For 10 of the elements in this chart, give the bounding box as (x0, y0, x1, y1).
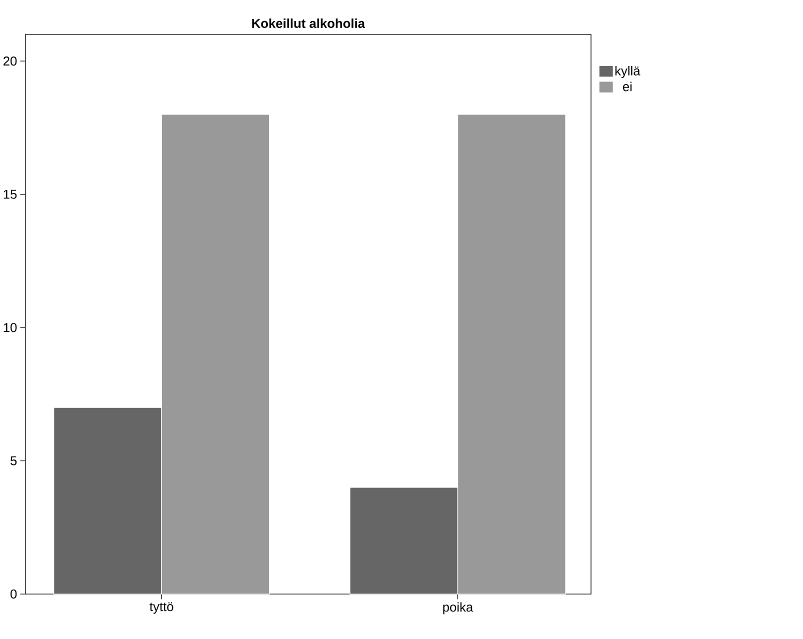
chart-title: Kokeillut alkoholia (252, 18, 366, 28)
y-tick-label: 15 (4, 190, 17, 199)
y-tick-label: 10 (4, 323, 17, 332)
y-tick-label: 5 (10, 456, 17, 466)
legend-label: kyllä (615, 66, 640, 78)
legend-label: ei (622, 82, 632, 92)
x-tick-label: tyttö (150, 602, 174, 614)
y-tick-label: 20 (4, 56, 17, 66)
y-tick-label: 0 (10, 590, 17, 599)
x-tick-label: poika (443, 602, 474, 614)
